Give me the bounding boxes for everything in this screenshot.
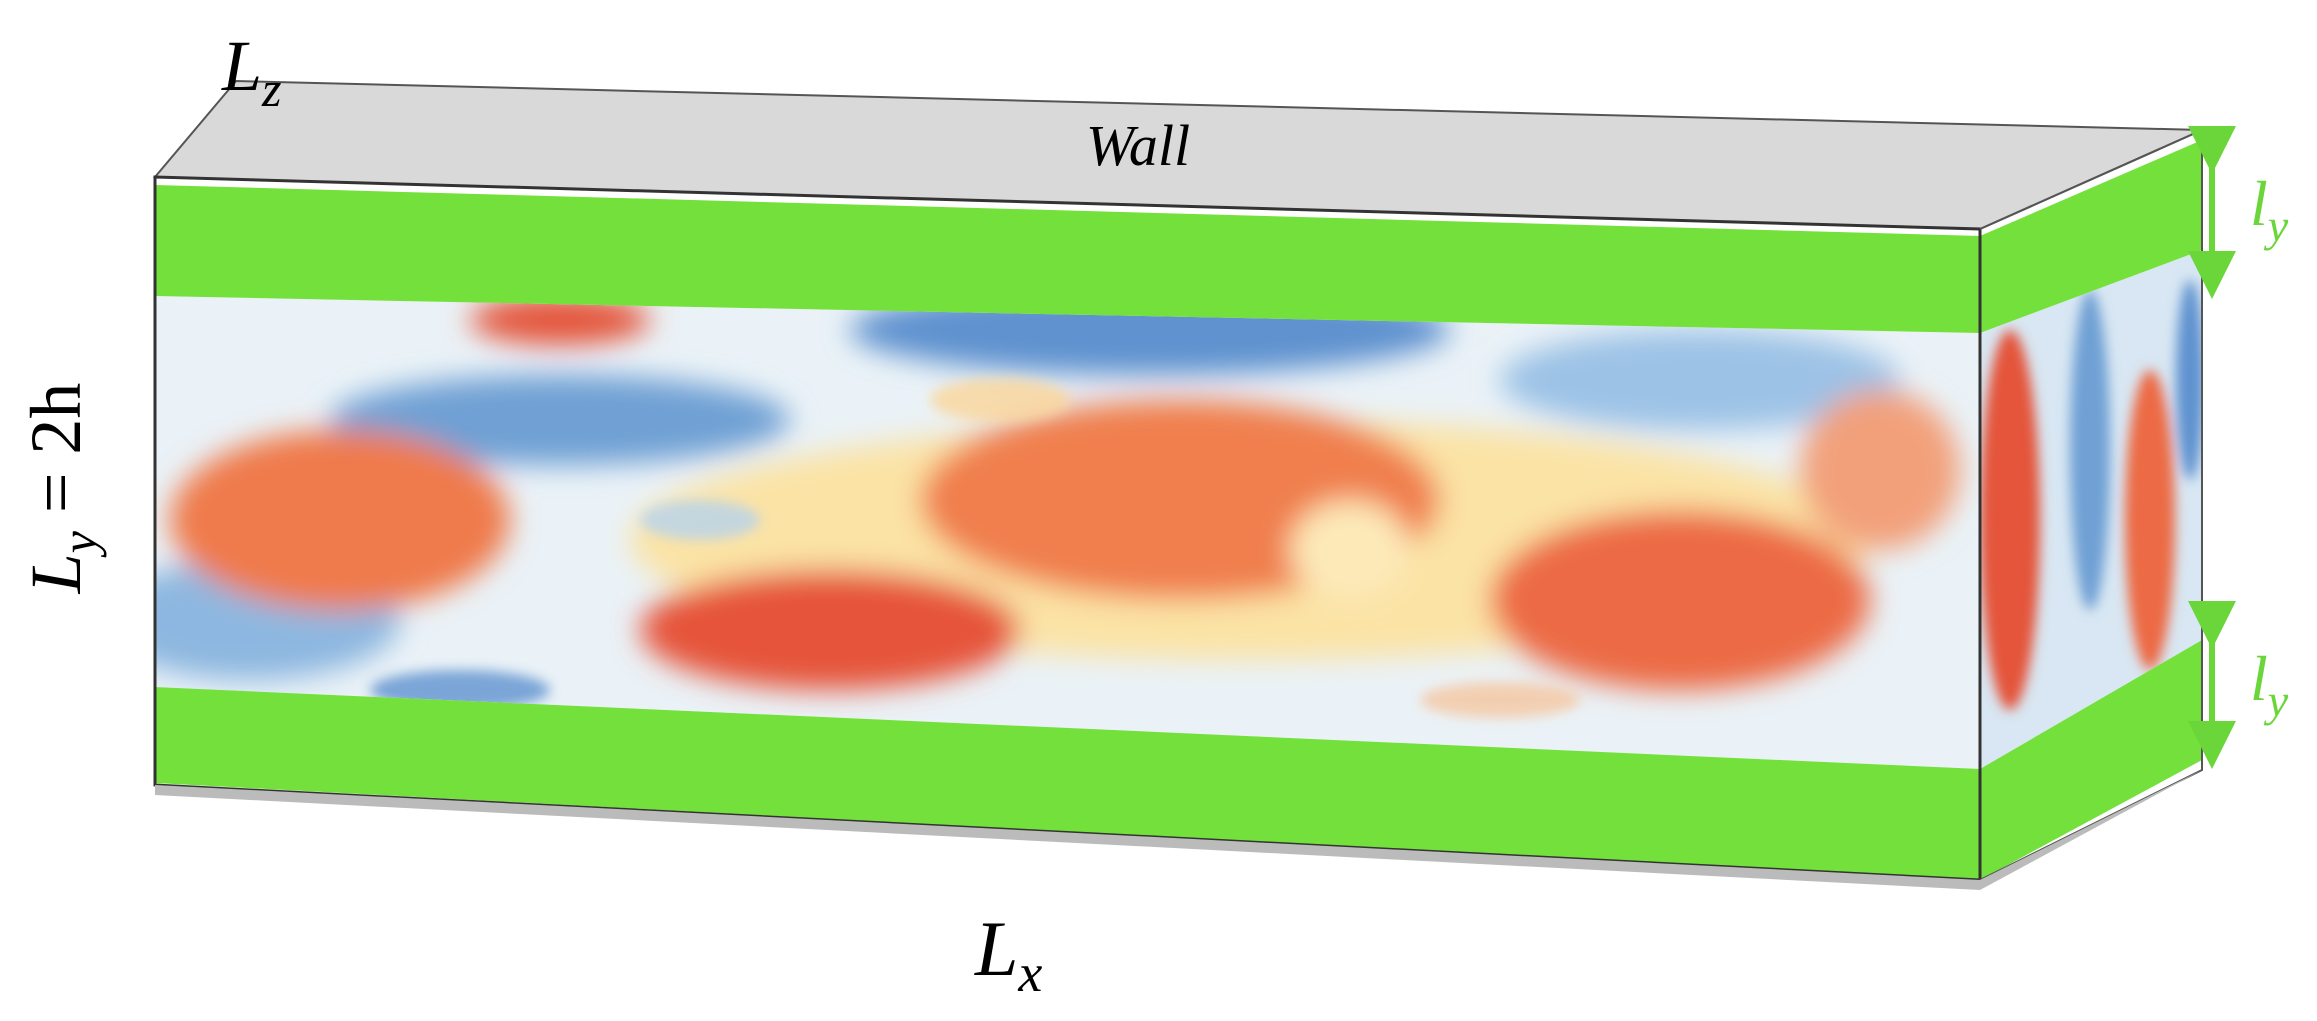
- label-part: = 2h: [16, 383, 96, 532]
- label-part: y: [51, 530, 107, 558]
- label-part: y: [2264, 675, 2289, 726]
- side-top-band: [1980, 140, 2202, 333]
- label-part: y: [2264, 200, 2289, 251]
- label-part: z: [261, 61, 281, 117]
- label-part: L: [974, 905, 1018, 992]
- wall-label: Wall: [1086, 113, 1190, 178]
- top-band: [155, 185, 1980, 333]
- bottom-band: [155, 687, 1980, 880]
- side-bottom-band: [1980, 640, 2202, 880]
- label-part: L: [221, 26, 262, 106]
- front-field: [155, 296, 1980, 769]
- label-part: L: [16, 553, 96, 594]
- lx-label: Lx: [974, 905, 1042, 1003]
- ly-bottom-label: ly: [2250, 643, 2289, 726]
- ly-top-label: ly: [2250, 168, 2289, 251]
- label-part: x: [1017, 943, 1042, 1003]
- bottom-wall: [155, 770, 2202, 890]
- label-part: l: [2250, 168, 2268, 239]
- label-part: l: [2250, 643, 2268, 714]
- lz-label: Lz: [221, 26, 282, 117]
- ly-label: Ly = 2h: [16, 383, 107, 595]
